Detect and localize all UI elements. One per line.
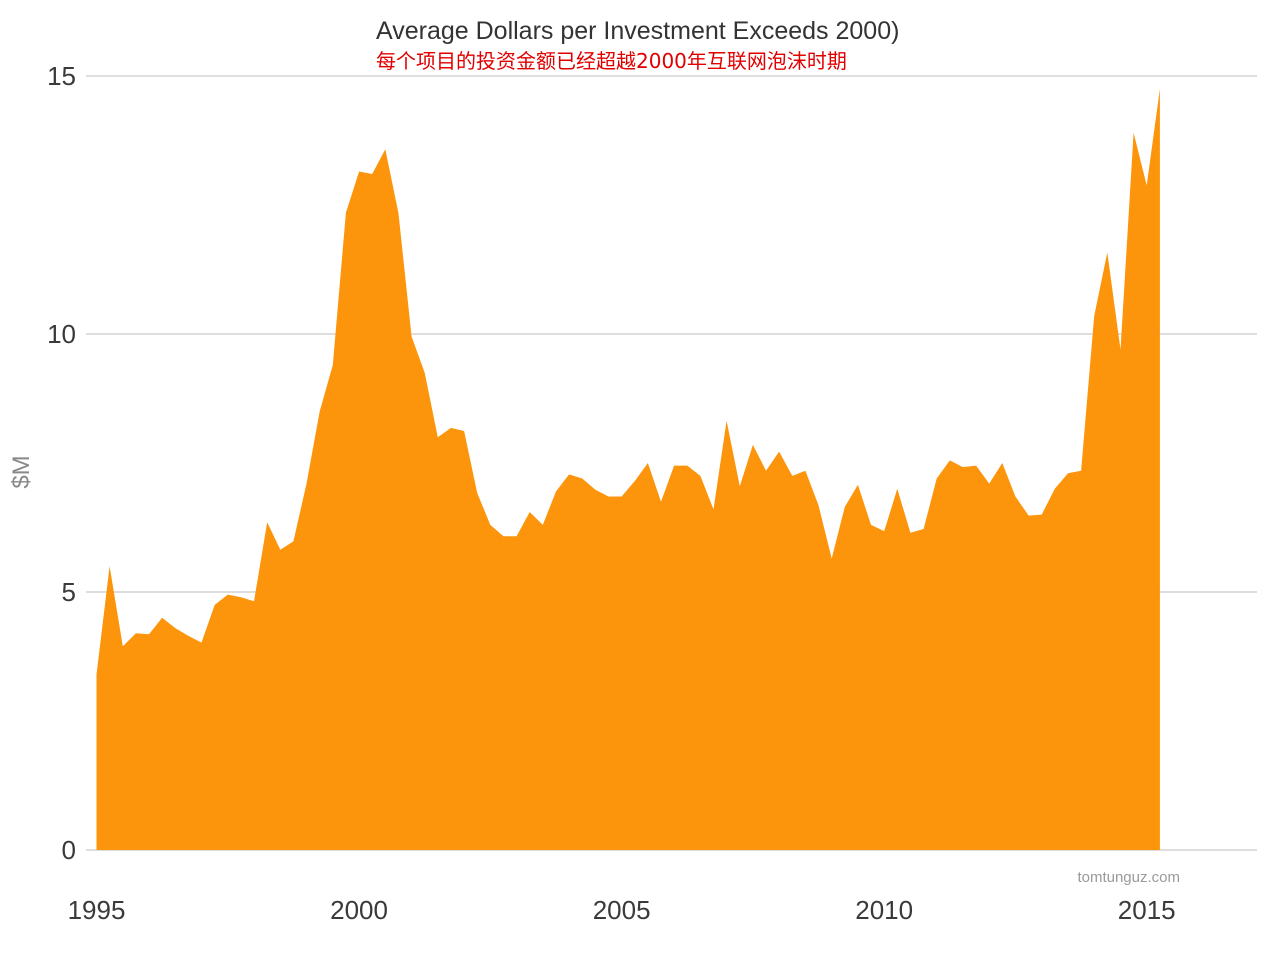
chart-title: Average Dollars per Investment Exceeds 2… (376, 17, 899, 45)
chart-subtitle: 每个项目的投资金额已经超越2000年互联网泡沫时期 (376, 49, 847, 73)
y-tick-label: 0 (62, 835, 76, 865)
y-tick-label: 10 (47, 319, 76, 349)
x-tick-label: 1995 (68, 895, 126, 925)
y-tick-label: 15 (47, 61, 76, 91)
area-series (96, 88, 1160, 850)
x-tick-label: 2005 (593, 895, 651, 925)
x-tick-label: 2000 (330, 895, 388, 925)
x-axis-ticks: 1995 2000 2005 2010 2015 (68, 895, 1176, 925)
y-axis-ticks: 0 5 10 15 (47, 61, 76, 865)
y-axis-label: $M (8, 455, 35, 488)
area-series-fill (96, 88, 1160, 850)
y-tick-label: 5 (62, 577, 76, 607)
watermark: tomtunguz.com (1077, 869, 1180, 886)
x-tick-label: 2010 (855, 895, 913, 925)
x-tick-label: 2015 (1118, 895, 1176, 925)
